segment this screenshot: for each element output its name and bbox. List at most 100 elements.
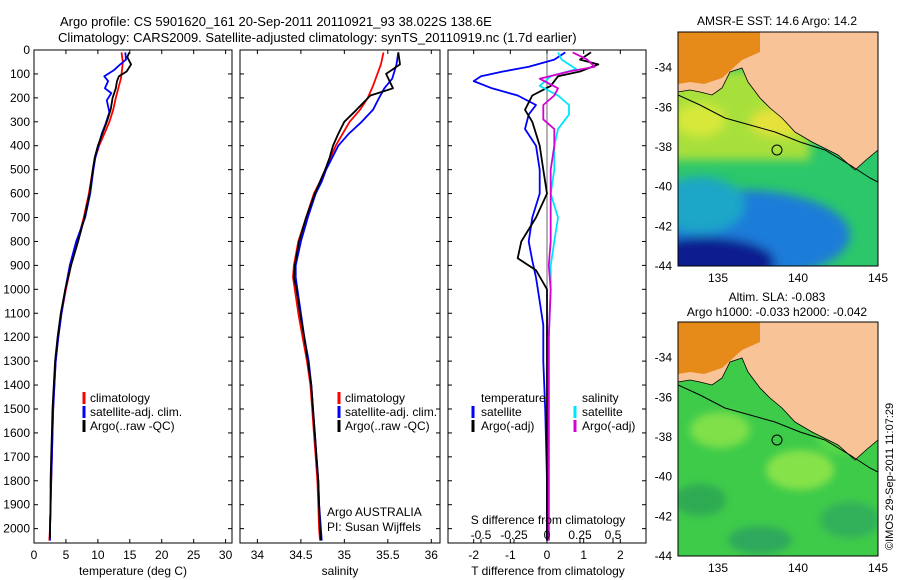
depth-tick-label: 100 xyxy=(10,67,30,81)
temperature-xtick-label: 5 xyxy=(63,548,70,562)
sst_map-lon-tick-label: 140 xyxy=(788,271,808,285)
difference-legend: temperature satellite Argo(-adj) salinit… xyxy=(471,391,635,433)
depth-tick-label: 1000 xyxy=(3,282,30,296)
sst-argo-marker xyxy=(771,144,783,156)
temperature-series-0 xyxy=(48,52,124,541)
salinity-xtick-label: 35.5 xyxy=(376,548,400,562)
sla-blob-3 xyxy=(678,484,726,516)
legend-label-climatology: climatology xyxy=(345,391,405,405)
sst_map-lat-tick-label: -40 xyxy=(655,180,673,194)
differences-xtick-label: -2 xyxy=(468,548,479,562)
sdiff-tick-label: 0.5 xyxy=(605,528,622,542)
depth-tick-label: 1500 xyxy=(3,402,30,416)
legend-label-argo: Argo(..raw -QC) xyxy=(345,419,430,433)
sla-map-title-line2: Argo h1000: -0.033 h2000: -0.042 xyxy=(687,305,867,319)
sdiff-tick-label: 0.25 xyxy=(568,528,592,542)
salinity-legend: climatology satellite-adj. clim. Argo(..… xyxy=(327,391,437,534)
sla-isobath xyxy=(678,384,878,473)
figure-title-line1: Argo profile: CS 5901620_161 20-Sep-2011… xyxy=(60,14,492,29)
differences-xtick-label: 0 xyxy=(544,548,551,562)
legend-label-sal-argo: Argo(-adj) xyxy=(582,419,635,433)
sla-coastline xyxy=(678,357,878,461)
temperature-xtick-label: 25 xyxy=(187,548,201,562)
sdiff-tick-label: -0.25 xyxy=(500,528,528,542)
depth-tick-label: 300 xyxy=(10,115,30,129)
sla-blob-1 xyxy=(690,412,750,448)
sst-cold-pool xyxy=(678,237,775,266)
legend-label-argo: Argo(..raw -QC) xyxy=(90,419,175,433)
sst_map-lat-tick-label: -42 xyxy=(655,219,673,233)
difference-xlabel: T difference from climatology xyxy=(471,564,625,578)
sla_map-lon-tick-label: 140 xyxy=(788,561,808,575)
legend-label-climatology: climatology xyxy=(90,391,150,405)
sst-isobath xyxy=(678,94,878,183)
axes-tick-layer: 0 5 10 15 20 25 300100200300400500600700800900… xyxy=(3,43,888,575)
salinity-series-2 xyxy=(293,52,401,541)
sst-coastline xyxy=(678,67,878,171)
differences-series-3 xyxy=(538,51,596,541)
temperature-series-1 xyxy=(49,52,127,541)
sla-blob-5 xyxy=(728,526,792,554)
temperature-xtick-label: 30 xyxy=(219,548,233,562)
sla_map-lat-tick-label: -40 xyxy=(655,470,673,484)
sla-map-frame xyxy=(677,321,879,557)
temperature-series-2 xyxy=(49,52,132,539)
sla_map-lat-tick-label: -34 xyxy=(655,351,673,365)
salinity-xlabel: salinity xyxy=(322,564,359,578)
depth-tick-label: 1900 xyxy=(3,498,30,512)
depth-tick-label: 200 xyxy=(10,91,30,105)
sla_map-lon-tick-label: 135 xyxy=(708,561,728,575)
depth-tick-label: 1200 xyxy=(3,330,30,344)
temperature-xtick-label: 10 xyxy=(91,548,105,562)
differences-xtick-label: 2 xyxy=(617,548,624,562)
depth-tick-label: 900 xyxy=(10,258,30,272)
temperature-legend: climatology satellite-adj. clim. Argo(..… xyxy=(82,391,182,433)
difference-top-xlabel: S difference from climatology xyxy=(471,513,626,527)
sst_map-lat-tick-label: -34 xyxy=(655,61,673,75)
salinity-series-layer xyxy=(292,52,401,541)
depth-tick-label: 1700 xyxy=(3,450,30,464)
sla_map-lat-tick-label: -42 xyxy=(655,509,673,523)
sst-map-title: AMSR-E SST: 14.6 Argo: 14.2 xyxy=(697,14,857,28)
sst-warm-spot xyxy=(678,104,725,136)
legend-heading-salinity: salinity xyxy=(582,391,619,405)
sst-map-frame xyxy=(677,31,879,267)
temperature-xtick-label: 20 xyxy=(155,548,169,562)
temperature-xlabel: temperature (deg C) xyxy=(79,564,187,578)
legend-label-satellite: satellite-adj. clim. xyxy=(90,405,182,419)
sdiff-tick-label: -0.5 xyxy=(471,528,492,542)
legend-label-satellite: satellite-adj. clim. xyxy=(345,405,437,419)
sst-coast-warm xyxy=(678,32,760,84)
temperature-axes-frame xyxy=(33,49,233,544)
legend-label-temp-satellite: satellite xyxy=(481,405,522,419)
sla_map-lat-tick-label: -44 xyxy=(655,549,673,563)
salinity-xtick-label: 35 xyxy=(338,548,352,562)
depth-tick-label: 1300 xyxy=(3,354,30,368)
depth-tick-label: 1600 xyxy=(3,426,30,440)
difference-series-layer xyxy=(472,50,600,543)
salinity-xtick-label: 34.5 xyxy=(289,548,313,562)
depth-tick-label: 400 xyxy=(10,139,30,153)
sla-coast-warm xyxy=(678,322,760,374)
depth-tick-label: 800 xyxy=(10,234,30,248)
legend-label-temp-argo: Argo(-adj) xyxy=(481,419,534,433)
legend-label-sal-satellite: satellite xyxy=(582,405,623,419)
depth-tick-label: 500 xyxy=(10,163,30,177)
sst_map-lat-tick-label: -44 xyxy=(655,259,673,273)
pi-name-label: PI: Susan Wijffels xyxy=(327,520,421,534)
figure-title-line2: Climatology: CARS2009. Satellite-adjuste… xyxy=(58,30,577,45)
sst_map-lon-tick-label: 135 xyxy=(708,271,728,285)
differences-xtick-label: -1 xyxy=(505,548,516,562)
differences-xtick-label: 1 xyxy=(580,548,587,562)
salinity-xtick-label: 36 xyxy=(425,548,439,562)
salinity-series-0 xyxy=(292,52,385,541)
sdiff-tick-label: 0 xyxy=(544,528,551,542)
depth-tick-label: 600 xyxy=(10,187,30,201)
sst_map-lon-tick-label: 145 xyxy=(868,271,888,285)
temperature-xtick-label: 0 xyxy=(31,548,38,562)
temperature-xtick-label: 15 xyxy=(123,548,137,562)
temperature-series-layer xyxy=(48,52,132,541)
sla-argo-marker xyxy=(771,434,783,446)
sst-mid-pool xyxy=(678,177,745,233)
